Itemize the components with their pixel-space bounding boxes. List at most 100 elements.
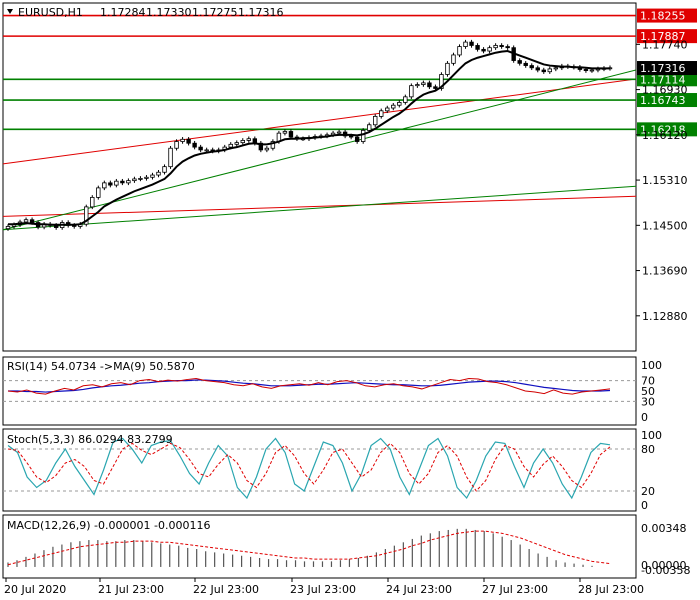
candle-body	[469, 41, 474, 46]
candle-body	[535, 67, 540, 71]
price-tick-label: 1.15310	[642, 174, 688, 187]
candle-body	[421, 82, 426, 85]
candle-body	[90, 196, 95, 208]
price-tick-label: 1.17740	[642, 38, 688, 51]
candle-body	[126, 180, 131, 184]
candle-body	[391, 104, 396, 109]
candle-body	[348, 135, 354, 138]
stoch-title: Stoch(5,3,3) 86.0294 83.2799	[7, 433, 173, 446]
ohlc-value: 1.17330	[146, 6, 192, 19]
candle-body	[409, 85, 414, 98]
rsi-ma-line	[8, 379, 611, 393]
candle-body	[108, 182, 113, 186]
macd-pane-frame	[2, 514, 637, 579]
candle-body	[258, 142, 264, 151]
candle-body	[264, 147, 270, 151]
candle-body	[282, 131, 288, 134]
candle-body	[439, 74, 444, 89]
candle-body	[29, 219, 35, 223]
time-tick-label: 21 Jul 23:00	[98, 583, 164, 596]
candle-body	[451, 54, 456, 64]
candle-body	[493, 45, 498, 49]
current-price-label: 1.17316	[640, 62, 686, 75]
macd-tick-label: 0.00000	[641, 559, 687, 572]
time-tick-label: 22 Jul 23:00	[193, 583, 259, 596]
level-label-box	[637, 29, 697, 44]
level-label-box	[637, 122, 697, 137]
trendline	[2, 195, 637, 217]
moving-average-line	[8, 50, 610, 226]
ohlc-value: 1.17316	[238, 6, 284, 19]
level-label: 1.17887	[640, 30, 686, 43]
candle-body	[288, 131, 294, 138]
stoch-tick-label: 80	[641, 443, 655, 456]
candle-body	[403, 96, 408, 103]
candle-body	[366, 124, 372, 131]
candle-body	[234, 142, 239, 145]
candle-body	[499, 45, 504, 47]
rsi-title: RSI(14) 54.0734 ->MA(9) 50.5870	[7, 360, 195, 373]
candle-body	[379, 110, 384, 117]
candle-body	[385, 107, 390, 112]
candle-body	[270, 141, 276, 149]
candle-body	[198, 146, 203, 151]
level-label: 1.18255	[640, 10, 686, 23]
macd-tick-label: 0.00348	[641, 522, 687, 535]
candle-body	[228, 143, 233, 148]
candle-body	[505, 46, 510, 49]
candle-body	[445, 62, 450, 75]
macd-signal-line	[7, 530, 611, 566]
macd-tick-label: -0.00358	[641, 564, 690, 577]
price-tick-label: 1.12880	[642, 310, 688, 323]
time-tick-label: 23 Jul 23:00	[290, 583, 356, 596]
candle-body	[192, 142, 197, 148]
candle-body	[144, 176, 149, 179]
rsi-tick-label: 0	[641, 411, 648, 424]
candle-body	[162, 166, 167, 173]
chart-title: EURUSD,H1	[18, 6, 83, 19]
candle-body	[5, 226, 11, 230]
candle-body	[336, 131, 342, 134]
candle-body	[138, 177, 143, 180]
candle-body	[180, 138, 185, 142]
candle-body	[114, 180, 119, 186]
level-label: 1.17114	[640, 73, 686, 86]
candle-body	[457, 46, 462, 56]
ohlc-value: 1.17284	[100, 6, 146, 19]
candle-body	[433, 86, 438, 89]
trendline	[2, 185, 637, 231]
time-tick-label: 27 Jul 23:00	[482, 583, 548, 596]
candle-body	[583, 69, 589, 71]
candle-body	[120, 180, 125, 184]
rsi-tick-label: 100	[641, 359, 662, 372]
candle-body	[168, 147, 173, 168]
collapse-triangle-icon	[7, 9, 13, 14]
level-label-box	[637, 8, 697, 23]
stoch-tick-label: 100	[641, 429, 662, 442]
candle-body	[373, 115, 378, 126]
candle-body	[102, 182, 107, 189]
trendline	[2, 78, 637, 165]
candle-body	[415, 84, 420, 87]
time-tick-label: 24 Jul 23:00	[386, 583, 452, 596]
candle-body	[246, 138, 251, 141]
candle-body	[150, 174, 155, 178]
candle-body	[427, 82, 432, 88]
candle-body	[156, 171, 161, 176]
stoch-tick-label: 0	[641, 499, 648, 512]
time-tick-label: 28 Jul 23:00	[578, 583, 644, 596]
candle-body	[204, 149, 209, 152]
candle-body	[517, 60, 522, 64]
stoch-tick-label: 20	[641, 485, 655, 498]
level-label-box	[637, 93, 697, 108]
rsi-line	[7, 378, 611, 395]
price-tick-label: 1.14500	[642, 219, 688, 232]
price-tick-label: 1.16120	[642, 129, 688, 142]
stoch-d-line	[7, 442, 611, 492]
rsi-tick-label: 30	[641, 395, 655, 408]
candle-body	[553, 67, 559, 70]
candle-body	[23, 219, 29, 223]
macd-title: MACD(12,26,9) -0.000001 -0.000116	[7, 519, 210, 532]
candle-body	[541, 69, 546, 73]
